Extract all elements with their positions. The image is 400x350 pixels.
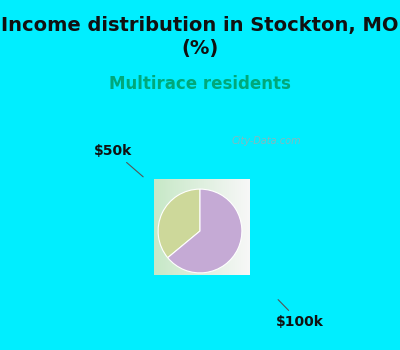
Text: Multirace residents: Multirace residents bbox=[109, 75, 291, 93]
Text: $100k: $100k bbox=[276, 300, 324, 329]
Wedge shape bbox=[168, 189, 242, 273]
Text: City-Data.com: City-Data.com bbox=[232, 135, 302, 146]
Text: Income distribution in Stockton, MO
(%): Income distribution in Stockton, MO (%) bbox=[1, 16, 399, 58]
Text: $50k: $50k bbox=[94, 144, 143, 177]
Wedge shape bbox=[158, 189, 200, 258]
